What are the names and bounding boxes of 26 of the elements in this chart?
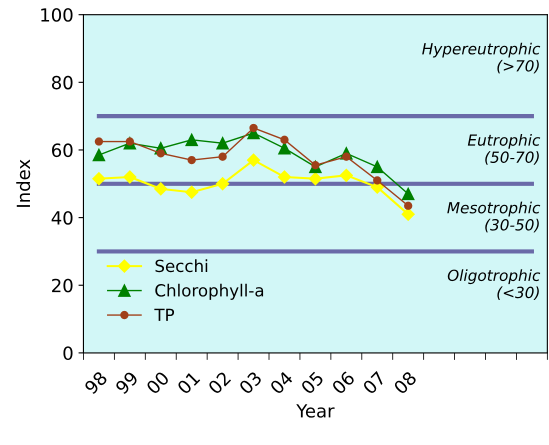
x-tick-label: 03 <box>238 370 262 395</box>
x-tick-label: 02 <box>207 371 232 395</box>
y-tick-label: 20 <box>52 278 73 292</box>
legend-label: Chlorophyll-a <box>155 284 264 300</box>
x-axis-title: Year <box>296 404 335 418</box>
y-axis-title: Index <box>16 160 30 207</box>
x-tick-label: 08 <box>393 370 418 395</box>
legend-label: Secchi <box>155 259 208 272</box>
y-tick-label: 0 <box>63 346 73 360</box>
annotation: Hypereutrophic (>70) <box>422 42 540 74</box>
legend-label: TP <box>154 308 174 321</box>
x-tick-label: 05 <box>300 370 324 395</box>
annotation: Mesotrophic (30-50) <box>447 202 540 232</box>
x-tick-label: 98 <box>84 370 108 395</box>
y-tick-label: 80 <box>52 76 73 90</box>
x-tick-label: 06 <box>331 370 356 395</box>
x-tick-label: 07 <box>362 370 386 395</box>
x-tick-label: 99 <box>114 370 139 395</box>
annotation: Eutrophic (50-70) <box>468 134 540 165</box>
x-tick-label: 01 <box>176 370 200 395</box>
x-tick-label: 04 <box>269 370 294 395</box>
x-tick-label: 00 <box>146 370 170 395</box>
y-tick-label: 100 <box>41 8 73 22</box>
y-tick-label: 40 <box>52 211 73 225</box>
y-tick-label: 60 <box>52 143 73 158</box>
annotation: Oligotrophic (<30) <box>448 269 540 300</box>
